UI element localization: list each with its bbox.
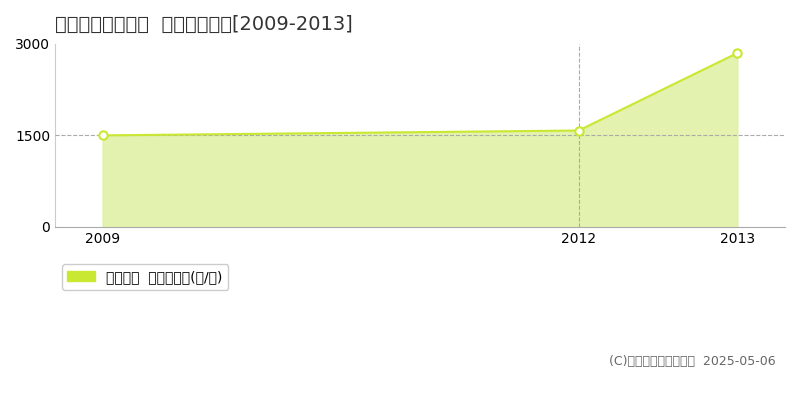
- Legend: 農地価格  平均坪単価(円/坪): 農地価格 平均坪単価(円/坪): [62, 264, 228, 290]
- Text: (C)土地価格ドットコム  2025-05-06: (C)土地価格ドットコム 2025-05-06: [610, 355, 776, 368]
- Text: 東伯郡三朝町大谷  農地価格推移[2009-2013]: 東伯郡三朝町大谷 農地価格推移[2009-2013]: [55, 15, 353, 34]
